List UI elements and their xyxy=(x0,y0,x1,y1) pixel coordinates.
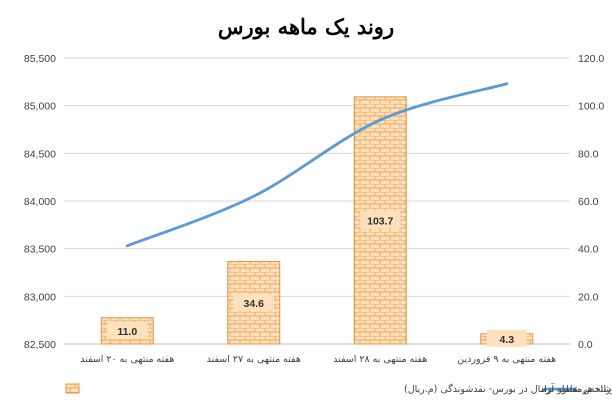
left-axis-tick-label: 85,000 xyxy=(24,101,56,113)
data-labels: 11.0 34.6 103.7 4.3 xyxy=(107,211,527,347)
data-label: 103.7 xyxy=(367,215,393,227)
left-axis-tick-label: 82,500 xyxy=(24,339,56,351)
category-label: هفته منتهی به ۲۷ اسفند xyxy=(207,354,301,365)
right-axis-tick-label: 120.0 xyxy=(578,53,604,65)
chart-title: روند یک ماهه بورس xyxy=(218,14,394,40)
category-label: هفته منتهی به ۹ فروردین xyxy=(457,354,556,365)
legend-line-label: شاخص شناور آزاد xyxy=(540,382,611,395)
right-axis-tick-label: 100.0 xyxy=(578,101,604,113)
line-series xyxy=(125,82,509,248)
left-axis-tick-label: 83,000 xyxy=(24,291,56,303)
data-label-bg xyxy=(233,293,274,311)
legend: شاخص شناور آزاد متوسط ارزش روزانه هرمعام… xyxy=(65,382,612,395)
data-label-bg xyxy=(360,211,401,229)
left-axis-tick-label: 84,500 xyxy=(24,148,56,160)
legend-bar-label: متوسط ارزش روزانه هرمعامله نرمال در بورس… xyxy=(404,383,612,395)
left-axis-tick-label: 83,500 xyxy=(24,244,56,256)
left-axis-tick-label: 85,500 xyxy=(24,53,56,65)
right-axis-tick-label: 60.0 xyxy=(578,196,599,208)
line-series-path xyxy=(125,82,509,248)
data-label: 11.0 xyxy=(117,326,137,338)
right-axis-tick-label: 0.0 xyxy=(578,339,593,351)
gridlines xyxy=(64,57,570,297)
left-axis-tick-label: 84,000 xyxy=(24,196,56,208)
right-axis-tick-label: 80.0 xyxy=(578,148,599,160)
data-label-bg xyxy=(107,321,148,339)
right-axis-tick-label: 20.0 xyxy=(578,291,599,303)
bar-series xyxy=(100,96,534,345)
data-label-bg xyxy=(486,329,527,347)
category-labels: هفته منتهی به ۲۰ اسفند هفته منتهی به ۲۷ ا… xyxy=(80,354,556,365)
right-axis-ticks: 0.0 20.0 40.0 60.0 80.0 100.0 120.0 xyxy=(578,53,604,351)
category-label: هفته منتهی به ۲۸ اسفند xyxy=(333,354,427,365)
data-label: 4.3 xyxy=(499,334,514,346)
legend-bar-swatch xyxy=(65,383,80,394)
category-label: هفته منتهی به ۲۰ اسفند xyxy=(80,354,174,365)
data-label: 34.6 xyxy=(244,298,265,310)
right-axis-tick-label: 40.0 xyxy=(578,244,599,256)
left-axis-ticks: 82,500 83,000 83,500 84,000 84,500 85,000 85,5… xyxy=(24,53,56,351)
